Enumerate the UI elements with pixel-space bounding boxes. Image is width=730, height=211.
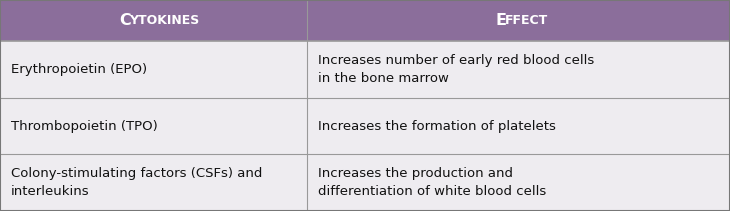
Text: YTOKINES: YTOKINES <box>128 14 199 27</box>
Bar <box>0 154 730 211</box>
Text: C: C <box>119 13 131 28</box>
Text: Thrombopoietin (TPO): Thrombopoietin (TPO) <box>11 120 158 133</box>
Text: Colony-stimulating factors (CSFs) and
interleukins: Colony-stimulating factors (CSFs) and in… <box>11 168 262 198</box>
Text: CYTOKINES: CYTOKINES <box>0 210 1 211</box>
Text: EFFECT: EFFECT <box>0 210 1 211</box>
Bar <box>0 41 730 98</box>
Text: Increases number of early red blood cells
in the bone marrow: Increases number of early red blood cell… <box>318 54 593 85</box>
Bar <box>0 0 730 41</box>
Bar <box>0 98 730 154</box>
Text: E: E <box>495 13 507 28</box>
Text: Erythropoietin (EPO): Erythropoietin (EPO) <box>11 63 147 76</box>
Text: Increases the production and
differentiation of white blood cells: Increases the production and differentia… <box>318 168 546 198</box>
Text: Increases the formation of platelets: Increases the formation of platelets <box>318 120 556 133</box>
Text: FFECT: FFECT <box>505 14 548 27</box>
